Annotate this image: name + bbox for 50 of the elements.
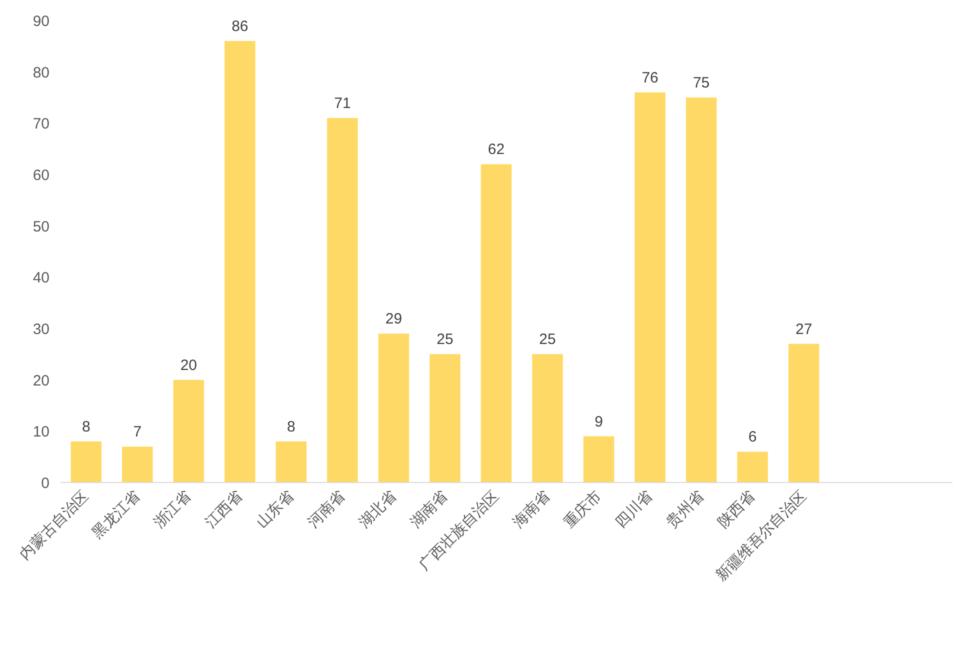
bar — [480, 164, 512, 482]
x-tick-label: 海南省 — [510, 487, 554, 532]
x-tick-label: 重庆市 — [560, 487, 605, 532]
data-label: 75 — [692, 74, 710, 92]
x-tick-label: 山东省 — [253, 487, 298, 532]
x-tick-label: 浙江省 — [150, 487, 195, 532]
bar — [686, 98, 717, 482]
data-label: 25 — [436, 331, 454, 348]
x-tick-label: 湖北省 — [356, 487, 400, 532]
y-tick-label: 40 — [32, 270, 50, 287]
data-label: 8 — [287, 418, 296, 436]
data-label: 25 — [539, 331, 556, 348]
bar — [378, 334, 410, 482]
y-tick-label: 60 — [32, 167, 50, 184]
bar — [737, 452, 768, 482]
data-label: 6 — [748, 428, 757, 446]
y-tick-label: 30 — [32, 321, 50, 338]
data-label: 76 — [642, 69, 658, 86]
data-label: 9 — [594, 413, 603, 430]
data-label: 27 — [795, 320, 812, 338]
x-tick-label: 陕西省 — [714, 487, 759, 532]
bar — [70, 441, 102, 482]
data-label: 29 — [385, 310, 402, 328]
bar — [276, 441, 307, 482]
y-tick-label: 10 — [32, 424, 50, 441]
bar — [327, 118, 358, 482]
bar — [224, 41, 256, 482]
data-label: 8 — [82, 418, 90, 436]
data-label: 62 — [488, 141, 505, 158]
bar — [583, 436, 614, 482]
data-label: 20 — [180, 356, 198, 374]
bar — [532, 354, 563, 482]
data-label: 71 — [334, 95, 351, 112]
y-tick-label: 90 — [32, 13, 50, 30]
x-tick-label: 河南省 — [304, 487, 348, 532]
y-tick-label: 70 — [32, 116, 50, 133]
x-tick-label: 四川省 — [612, 487, 656, 532]
bar — [634, 92, 666, 482]
data-label: 7 — [133, 424, 142, 441]
bar — [122, 446, 153, 482]
bar — [788, 344, 820, 482]
x-tick-label: 贵州省 — [663, 487, 708, 532]
data-label: 86 — [232, 18, 248, 36]
x-tick-label: 湖南省 — [407, 487, 451, 532]
y-tick-label: 50 — [32, 218, 50, 236]
x-tick-label: 江西省 — [202, 487, 246, 532]
bar — [430, 354, 460, 482]
bar — [173, 380, 204, 482]
y-tick-label: 80 — [32, 64, 50, 82]
y-tick-label: 20 — [32, 372, 50, 390]
